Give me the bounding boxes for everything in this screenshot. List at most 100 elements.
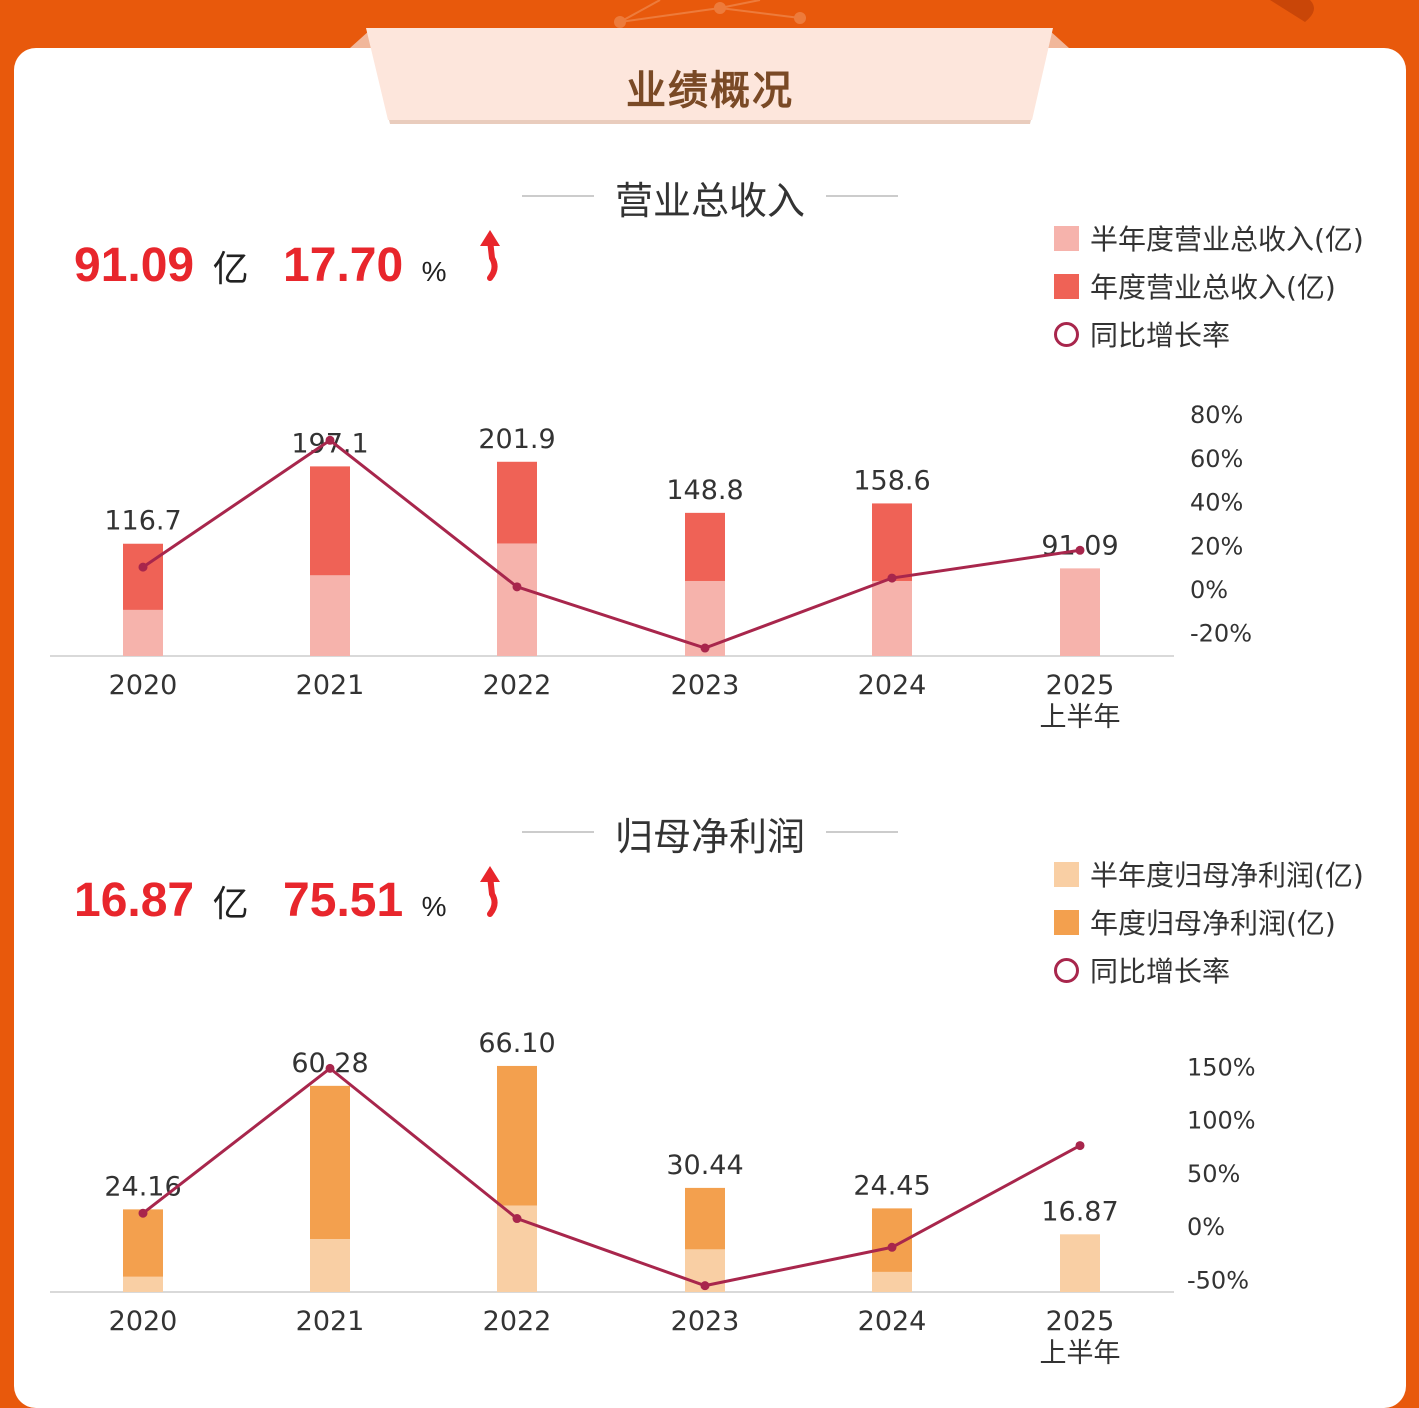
bar-value-label: 116.7	[104, 506, 181, 537]
legend-circle-icon	[1054, 321, 1079, 347]
bar-value-label: 24.16	[104, 1171, 181, 1202]
bar-value-label: 16.87	[1041, 1196, 1118, 1227]
legend-swatch	[1054, 909, 1079, 935]
legend-item: 半年度归母净利润(亿)	[1054, 850, 1364, 898]
bar-halfyear	[872, 1271, 912, 1292]
y2-tick-label: 0%	[1190, 576, 1228, 604]
bar-halfyear	[1060, 1234, 1100, 1292]
corner-decoration	[1270, 0, 1314, 22]
revenue-legend: 半年度营业总收入(亿) 年度营业总收入(亿) 同比增长率	[1054, 214, 1364, 358]
revenue-kpi-growth: 17.70	[283, 239, 404, 292]
bar-value-label: 201.9	[478, 424, 555, 455]
y2-tick-label: 100%	[1187, 1107, 1256, 1135]
y2-tick-label: 50%	[1187, 1160, 1240, 1188]
title-divider-right	[826, 831, 898, 833]
x-tick-label: 2020	[109, 670, 178, 701]
y2-tick-label: 0%	[1187, 1213, 1225, 1241]
bar-halfyear	[310, 575, 350, 656]
revenue-chart: 116.72020197.12021201.92022148.82023158.…	[50, 401, 1252, 733]
bar-halfyear	[123, 609, 163, 656]
bar-halfyear	[872, 580, 912, 656]
x-tick-label: 2024	[858, 670, 927, 701]
growth-rate-point	[700, 643, 710, 653]
content-card	[14, 48, 1406, 1408]
profit-legend: 半年度归母净利润(亿) 年度归母净利润(亿) 同比增长率	[1054, 850, 1364, 994]
bar-value-label: 66.10	[478, 1028, 555, 1059]
legend-label: 半年度归母净利润(亿)	[1090, 859, 1364, 892]
growth-rate-line	[142, 1066, 1081, 1288]
profit-kpi-pct: %	[421, 891, 447, 922]
legend-label: 半年度营业总收入(亿)	[1090, 223, 1364, 256]
bar-halfyear	[123, 1276, 163, 1292]
x-tick-label: 2025	[1046, 1306, 1115, 1337]
x-tick-label: 2020	[109, 1306, 178, 1337]
growth-rate-point	[325, 1063, 335, 1073]
bar-value-label: 30.44	[666, 1150, 743, 1181]
legend-item: 同比增长率	[1054, 946, 1364, 994]
growth-rate-point	[138, 562, 148, 572]
growth-rate-point	[325, 435, 335, 445]
x-tick-label: 2021	[296, 1306, 365, 1337]
revenue-title: 营业总收入	[614, 179, 805, 223]
legend-swatch	[1054, 273, 1079, 299]
legend-circle-icon	[1054, 957, 1079, 983]
growth-rate-point	[512, 1214, 522, 1224]
x-tick-label: 2023	[671, 1306, 740, 1337]
bar-value-label: 60.28	[291, 1048, 368, 1079]
revenue-kpi: 91.09 亿 17.70 %	[74, 238, 447, 293]
x-tick-label: 2025	[1046, 670, 1115, 701]
legend-item: 同比增长率	[1054, 310, 1364, 358]
y2-tick-label: -50%	[1187, 1266, 1249, 1294]
profit-title: 归母净利润	[614, 815, 805, 859]
growth-rate-point	[1075, 1141, 1085, 1151]
revenue-kpi-unit: 亿	[212, 249, 249, 290]
bar-value-label: 24.45	[853, 1170, 930, 1201]
growth-rate-line	[142, 438, 1081, 650]
x-tick-label: 2022	[483, 670, 552, 701]
legend-item: 年度营业总收入(亿)	[1054, 262, 1364, 310]
bar-value-label: 148.8	[666, 475, 743, 506]
profit-kpi-value: 16.87	[74, 874, 195, 927]
legend-swatch	[1054, 225, 1079, 251]
page-title: 业绩概况	[626, 68, 794, 114]
revenue-kpi-pct: %	[421, 256, 447, 287]
revenue-kpi-value: 91.09	[74, 239, 195, 292]
up-arrow-icon	[480, 866, 500, 917]
up-arrow-icon	[480, 230, 500, 281]
y2-tick-label: 60%	[1190, 445, 1243, 473]
y2-tick-label: 150%	[1187, 1053, 1256, 1081]
growth-rate-point	[512, 582, 522, 592]
y2-tick-label: 20%	[1190, 532, 1243, 560]
bar-halfyear	[310, 1238, 350, 1292]
legend-label: 年度归母净利润(亿)	[1090, 907, 1336, 940]
growth-rate-point	[138, 1208, 148, 1218]
legend-item: 半年度营业总收入(亿)	[1054, 214, 1364, 262]
legend-item: 年度归母净利润(亿)	[1054, 898, 1364, 946]
y2-tick-label: -20%	[1190, 620, 1252, 648]
x-tick-label: 2023	[671, 670, 740, 701]
growth-rate-point	[887, 573, 897, 583]
profit-kpi: 16.87 亿 75.51 %	[74, 873, 447, 928]
profit-kpi-unit: 亿	[212, 884, 249, 925]
bar-halfyear	[1060, 568, 1100, 656]
x-tick-label: 上半年	[1040, 1338, 1121, 1369]
bar-halfyear	[497, 543, 537, 656]
title-banner	[350, 28, 1069, 124]
x-tick-label: 2024	[858, 1306, 927, 1337]
growth-rate-point	[700, 1281, 710, 1291]
header-decoration	[614, 0, 806, 28]
legend-label: 同比增长率	[1090, 955, 1231, 988]
growth-rate-point	[1075, 545, 1085, 555]
y2-tick-label: 40%	[1190, 489, 1243, 517]
legend-swatch	[1054, 861, 1079, 887]
profit-kpi-growth: 75.51	[283, 874, 404, 927]
title-divider-left	[522, 831, 594, 833]
growth-rate-point	[887, 1242, 897, 1252]
y2-tick-label: 80%	[1190, 401, 1243, 429]
legend-label: 年度营业总收入(亿)	[1090, 271, 1336, 304]
x-tick-label: 2022	[483, 1306, 552, 1337]
legend-label: 同比增长率	[1090, 319, 1231, 352]
bar-value-label: 158.6	[853, 465, 930, 496]
title-divider-left	[522, 195, 594, 197]
